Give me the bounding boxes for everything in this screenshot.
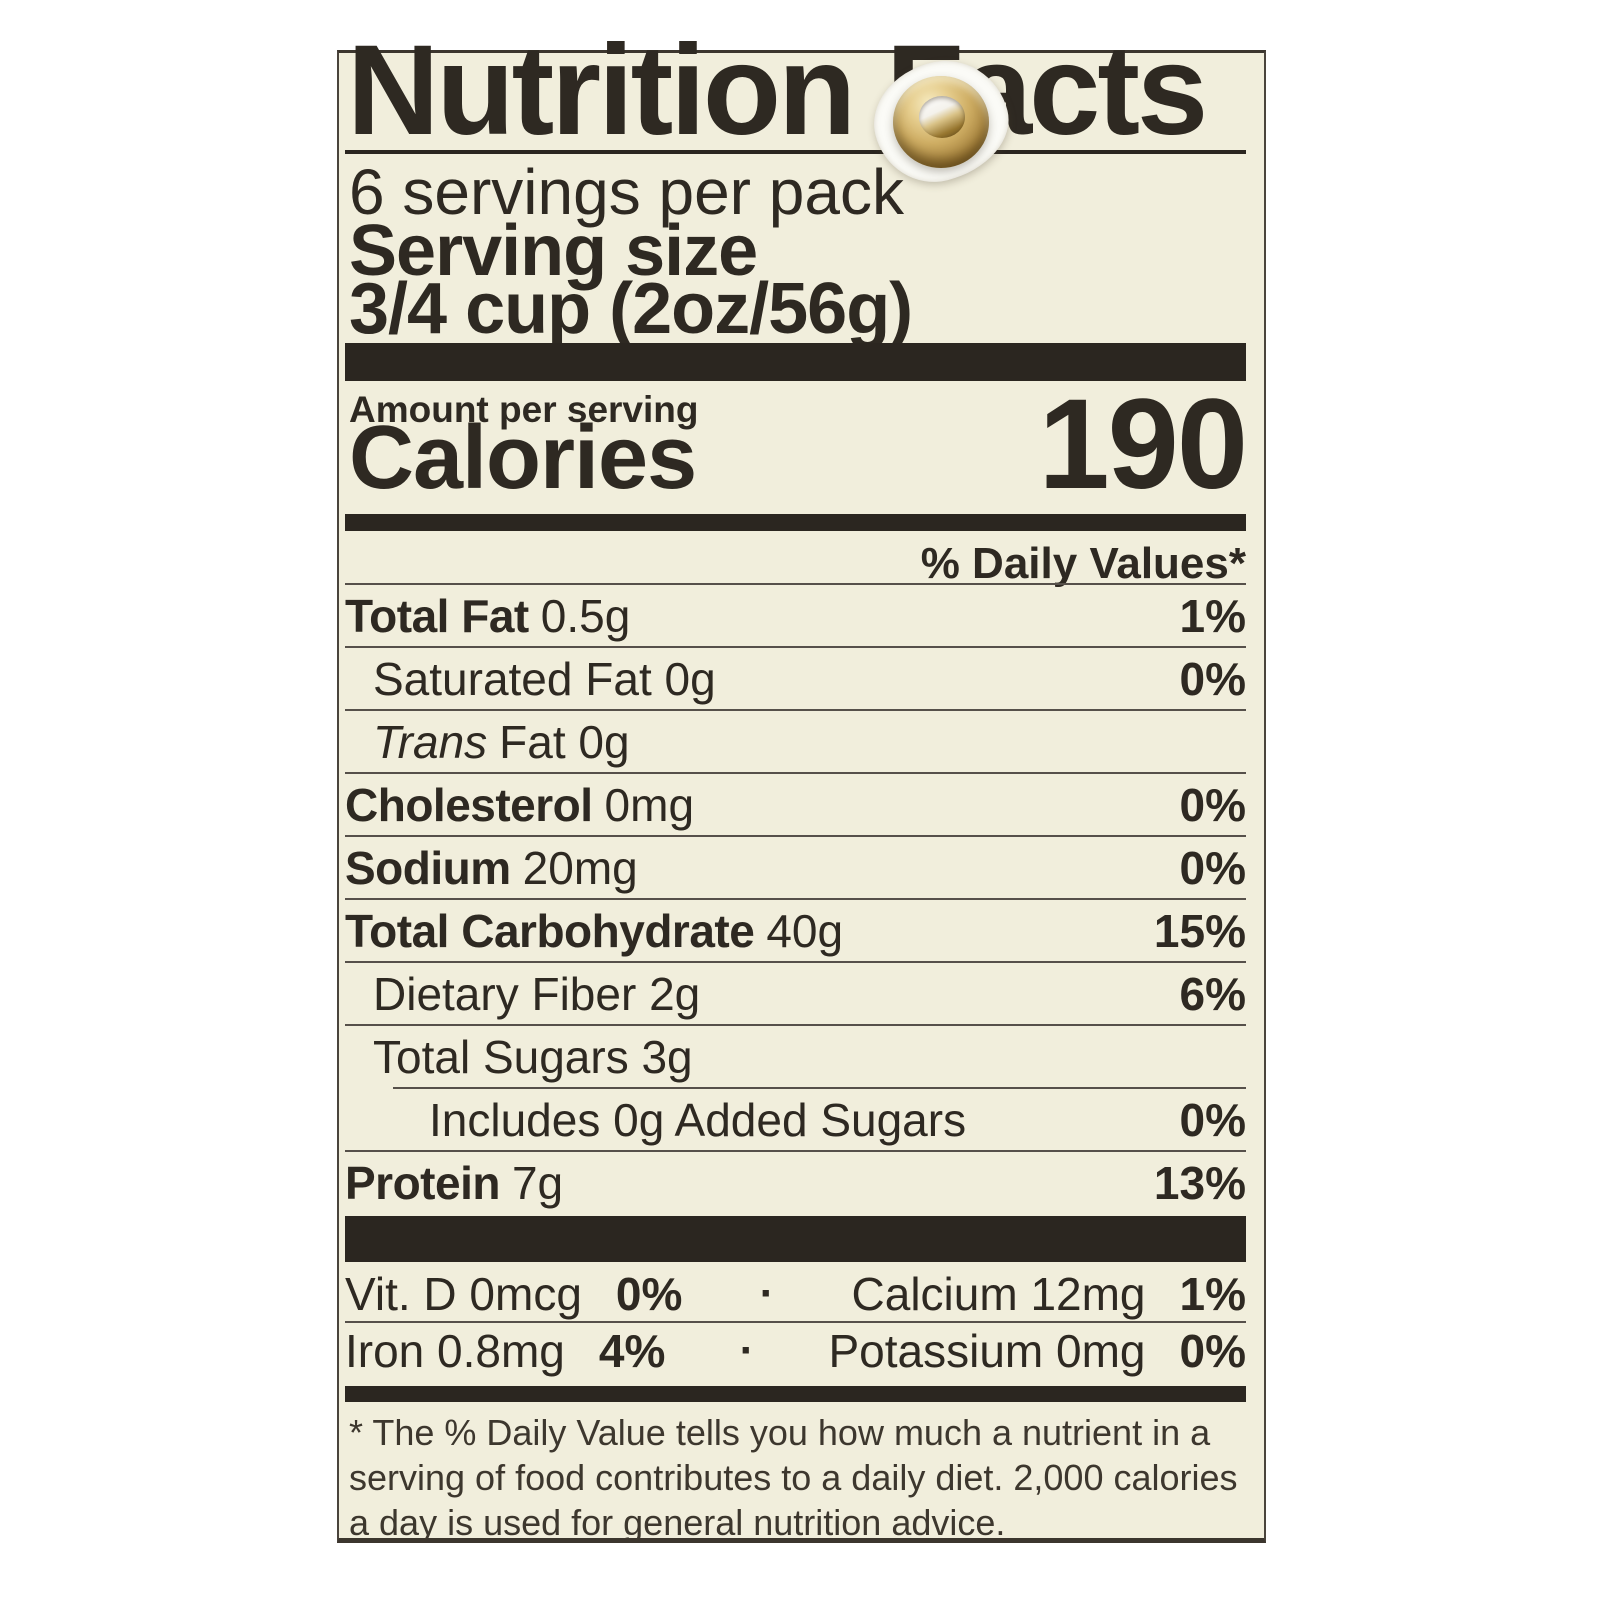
nutrient-amount: Saturated Fat 0g (373, 652, 716, 705)
calories-row: Calories 190 (349, 373, 1248, 516)
nutrient-row: Dietary Fiber 2g 6% (345, 961, 1246, 1025)
serving-size-value: 3/4 cup (2oz/56g) (349, 269, 913, 349)
nutrition-facts-label: Nutrition Facts 6 servings per pack Serv… (337, 27, 1266, 1543)
daily-value-percent: 0% (1179, 778, 1246, 831)
servings-per-pack: 6 servings per pack (349, 156, 904, 228)
nutrient-table: Total Fat 0.5g 1% Saturated Fat 0g 0% Tr… (345, 583, 1246, 1214)
nutrient-row: Cholesterol 0mg 0% (345, 772, 1246, 836)
nutrient-amount: Dietary Fiber 2g (373, 967, 701, 1020)
label-title: Nutrition Facts (347, 19, 1208, 162)
micronutrient-left-dv: 0% (615, 1267, 683, 1320)
nutrient-amount: 20mg (522, 841, 638, 894)
daily-value-percent: 15% (1153, 904, 1246, 957)
nutrient-name-bold: Cholesterol (345, 778, 593, 831)
separator-dot: · (739, 1325, 755, 1375)
nutrient-row: Total Carbohydrate 40g 15% (345, 898, 1246, 962)
nutrient-row: Sodium 20mg 0% (345, 835, 1246, 899)
nutrient-amount: Fat 0g (499, 715, 630, 768)
micronutrient-left-name: Iron 0.8mg (345, 1324, 565, 1377)
daily-values-header: % Daily Values* (920, 539, 1246, 588)
micronutrient-left-name: Vit. D 0mcg (345, 1267, 582, 1320)
nutrient-name-bold: Total Carbohydrate (345, 904, 755, 957)
section-bar-top (345, 343, 1246, 381)
nutrient-amount: 7g (511, 1156, 564, 1209)
micronutrient-table: Vit. D 0mcg 0% · Calcium 12mg 1% Iron 0.… (345, 1265, 1246, 1379)
micronutrient-right-name: Calcium 12mg (851, 1267, 1146, 1320)
section-bar-calories (345, 514, 1246, 531)
nutrient-row: Total Sugars 3g (345, 1024, 1246, 1088)
separator-dot: · (759, 1268, 775, 1318)
nutrient-amount: Includes 0g Added Sugars (429, 1093, 967, 1146)
nutrient-name-italic: Trans (373, 715, 488, 768)
section-bar-micronutrients (345, 1216, 1246, 1262)
amount-per-serving-label: Amount per serving (349, 389, 699, 430)
daily-value-percent: 1% (1179, 589, 1246, 642)
nutrient-row: Protein 7g 13% (345, 1150, 1246, 1214)
calories-label: Calories (349, 408, 697, 508)
micronutrient-right-name: Potassium 0mg (828, 1324, 1146, 1377)
daily-value-footnote: * The % Daily Value tells you how much a… (349, 1412, 1238, 1543)
daily-value-percent: 0% (1179, 1093, 1246, 1146)
title-divider (345, 150, 1246, 154)
daily-value-percent: 13% (1153, 1156, 1246, 1209)
calories-value: 190 (1038, 373, 1248, 516)
nutrient-amount: Total Sugars 3g (373, 1030, 693, 1083)
nutrient-amount: 0mg (604, 778, 695, 831)
nutrient-name-bold: Protein (345, 1156, 500, 1209)
section-bar-footnote (345, 1386, 1246, 1402)
daily-value-percent: 0% (1179, 841, 1246, 894)
micronutrient-left-dv: 4% (598, 1324, 666, 1377)
micronutrient-row: Vit. D 0mcg 0% · Calcium 12mg 1% (345, 1265, 1246, 1322)
nutrient-name-bold: Sodium (345, 841, 511, 894)
daily-value-percent: 6% (1179, 967, 1246, 1020)
daily-value-percent: 0% (1179, 652, 1246, 705)
micronutrient-right-dv: 0% (1179, 1324, 1246, 1377)
micronutrient-row: Iron 0.8mg 4% · Potassium 0mg 0% (345, 1321, 1246, 1379)
nutrient-name-bold: Total Fat (345, 589, 529, 642)
micronutrient-right-dv: 1% (1179, 1267, 1246, 1320)
nutrient-row: Includes 0g Added Sugars 0% (345, 1087, 1246, 1151)
nutrient-amount: 40g (766, 904, 844, 957)
nutrient-row: Saturated Fat 0g 0% (345, 646, 1246, 710)
nutrient-row: Trans Fat 0g (345, 709, 1246, 773)
serving-size-label: Serving size (349, 211, 758, 291)
nutrient-amount: 0.5g (540, 589, 631, 642)
nutrient-row: Total Fat 0.5g 1% (345, 583, 1246, 647)
